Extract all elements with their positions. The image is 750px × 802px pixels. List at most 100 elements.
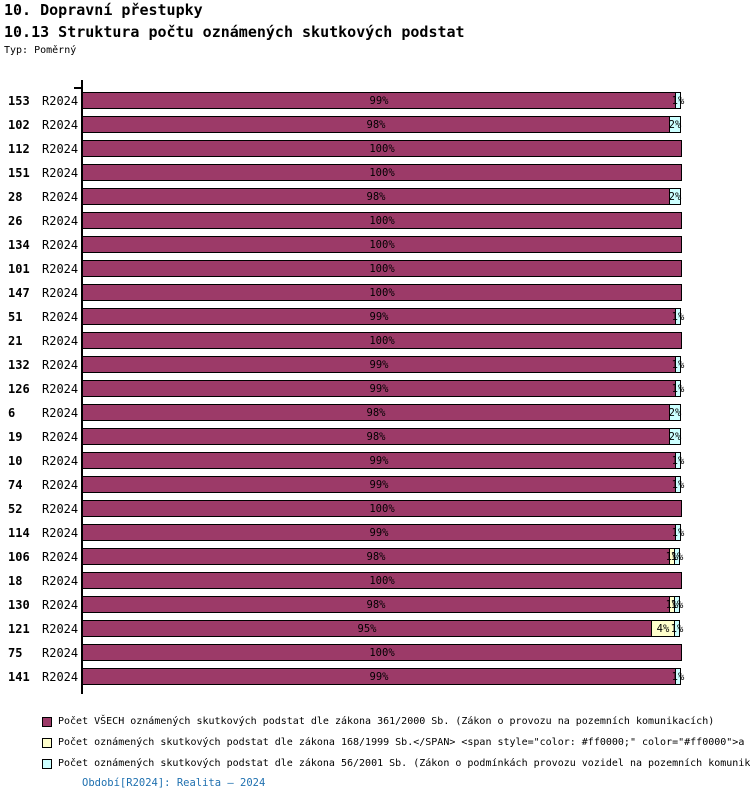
row-category-label: 21 <box>8 333 23 348</box>
row-period-label: R2024 <box>42 477 79 492</box>
stacked-bar: 99% 1% <box>82 452 684 469</box>
bar-rows: 153 R2024 99% 1% 102 R2024 98% 2% 112 R202… <box>0 92 750 692</box>
bar-segment-zakon-56-2001: 1% <box>672 524 684 541</box>
bar-segment-zakon-361-2000: 99% <box>82 668 676 685</box>
bar-row: 153 R2024 99% 1% <box>0 92 750 109</box>
bar-segment-zakon-361-2000: 100% <box>82 500 682 517</box>
bar-segment-zakon-56-2001: 1% <box>672 308 684 325</box>
bar-segment-zakon-56-2001: 1% <box>672 452 684 469</box>
row-category-label: 147 <box>8 285 30 300</box>
bar-row: 52 R2024 100% <box>0 500 750 517</box>
bar-row: 134 R2024 100% <box>0 236 750 253</box>
row-category-label: 18 <box>8 573 23 588</box>
bar-segment-value: 1% <box>671 454 685 467</box>
bar-segment-zakon-361-2000: 98% <box>82 428 670 445</box>
stacked-bar: 98% 2% <box>82 116 682 133</box>
bar-segment-value: 98% <box>366 550 386 563</box>
bar-segment-zakon-56-2001: 2% <box>669 116 681 133</box>
row-period-label: R2024 <box>42 429 79 444</box>
bar-segment-value: 100% <box>369 646 395 659</box>
stacked-bar: 98% 2% <box>82 428 682 445</box>
bar-segment-value: 98% <box>366 598 386 611</box>
row-category-label: 151 <box>8 165 30 180</box>
bar-row: 19 R2024 98% 2% <box>0 428 750 445</box>
legend-label: Počet VŠECH oznámených skutkových podsta… <box>58 716 715 727</box>
stacked-bar: 99% 1% <box>82 476 684 493</box>
row-period-label: R2024 <box>42 669 79 684</box>
row-category-label: 102 <box>8 117 30 132</box>
row-category-label: 51 <box>8 309 23 324</box>
chart-type-label: Typ: Poměrný <box>4 45 77 56</box>
row-period-label: R2024 <box>42 165 79 180</box>
bar-segment-value: 100% <box>369 262 395 275</box>
stacked-bar: 100% <box>82 644 682 661</box>
bar-segment-value: 99% <box>369 670 389 683</box>
legend-swatch <box>42 758 52 769</box>
row-category-label: 28 <box>8 189 23 204</box>
bar-segment-zakon-361-2000: 99% <box>82 356 676 373</box>
bar-segment-zakon-56-2001: 2% <box>669 188 681 205</box>
bar-segment-zakon-361-2000: 100% <box>82 260 682 277</box>
bar-segment-value: 1% <box>671 670 685 683</box>
bar-segment-zakon-168-1999: 4% <box>651 620 675 637</box>
bar-row: 74 R2024 99% 1% <box>0 476 750 493</box>
bar-row: 114 R2024 99% 1% <box>0 524 750 541</box>
bar-segment-zakon-56-2001: 2% <box>669 404 681 421</box>
bar-segment-value: 98% <box>366 430 386 443</box>
bar-segment-value: 1% <box>665 550 679 563</box>
row-period-label: R2024 <box>42 189 79 204</box>
bar-segment-zakon-56-2001: 1% <box>672 476 684 493</box>
row-category-label: 52 <box>8 501 23 516</box>
legend-item: Počet VŠECH oznámených skutkových podsta… <box>42 711 750 732</box>
bar-segment-zakon-361-2000: 100% <box>82 572 682 589</box>
bar-segment-value: 1% <box>671 526 685 539</box>
row-period-label: R2024 <box>42 213 79 228</box>
bar-row: 130 R2024 98% 1% 1% <box>0 596 750 613</box>
bar-segment-zakon-361-2000: 100% <box>82 212 682 229</box>
row-period-label: R2024 <box>42 357 79 372</box>
y-axis-top-tick <box>74 87 81 89</box>
row-period-label: R2024 <box>42 117 79 132</box>
bar-segment-value: 100% <box>369 142 395 155</box>
stacked-bar: 100% <box>82 572 682 589</box>
bar-segment-zakon-361-2000: 100% <box>82 644 682 661</box>
bar-segment-zakon-361-2000: 95% <box>82 620 652 637</box>
stacked-bar: 98% 1% 1% <box>82 596 684 613</box>
bar-segment-zakon-361-2000: 99% <box>82 380 676 397</box>
legend-item: Počet oznámených skutkových podstat dle … <box>42 753 750 774</box>
bar-segment-value: 99% <box>369 358 389 371</box>
bar-segment-value: 1% <box>670 550 684 563</box>
bar-row: 121 R2024 95% 4% 1% <box>0 620 750 637</box>
legend-label: Počet oznámených skutkových podstat dle … <box>58 758 750 769</box>
bar-segment-value: 98% <box>366 190 386 203</box>
legend-swatch <box>42 737 52 748</box>
bar-segment-zakon-56-2001: 1% <box>672 356 684 373</box>
bar-segment-zakon-56-2001: 1% <box>671 548 683 565</box>
bar-row: 21 R2024 100% <box>0 332 750 349</box>
bar-segment-value: 100% <box>369 334 395 347</box>
bar-segment-zakon-361-2000: 100% <box>82 236 682 253</box>
bar-row: 51 R2024 99% 1% <box>0 308 750 325</box>
row-period-label: R2024 <box>42 381 79 396</box>
row-period-label: R2024 <box>42 525 79 540</box>
chart-legend: Počet VŠECH oznámených skutkových podsta… <box>42 711 750 774</box>
bar-row: 126 R2024 99% 1% <box>0 380 750 397</box>
bar-segment-zakon-361-2000: 98% <box>82 404 670 421</box>
bar-segment-value: 1% <box>671 358 685 371</box>
stacked-bar: 100% <box>82 332 682 349</box>
bar-segment-zakon-361-2000: 99% <box>82 308 676 325</box>
period-note: Období[R2024]: Realita – 2024 <box>82 777 266 789</box>
bar-row: 106 R2024 98% 1% 1% <box>0 548 750 565</box>
row-period-label: R2024 <box>42 405 79 420</box>
row-period-label: R2024 <box>42 309 79 324</box>
bar-segment-value: 100% <box>369 574 395 587</box>
bar-segment-value: 100% <box>369 286 395 299</box>
row-category-label: 74 <box>8 477 23 492</box>
bar-segment-zakon-361-2000: 98% <box>82 188 670 205</box>
row-period-label: R2024 <box>42 621 79 636</box>
bar-segment-value: 2% <box>668 190 682 203</box>
bar-segment-value: 1% <box>670 598 684 611</box>
bar-segment-value: 1% <box>671 94 685 107</box>
row-category-label: 132 <box>8 357 30 372</box>
bar-segment-value: 4% <box>656 622 670 635</box>
